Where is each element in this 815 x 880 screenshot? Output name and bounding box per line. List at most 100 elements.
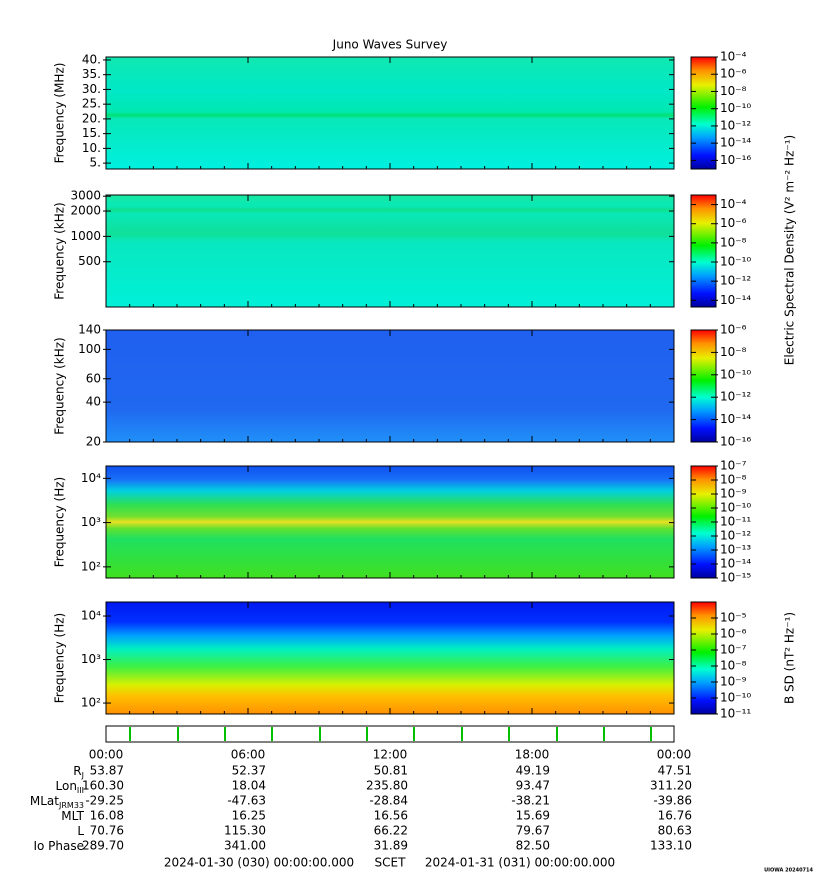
colorbar-frame	[690, 329, 717, 443]
colorbar-tick-label: 10⁻¹⁰	[720, 691, 751, 705]
colorbar	[691, 195, 716, 307]
colorbar-tick-label: 10⁻⁷	[720, 459, 747, 473]
time-label: 12:00	[373, 748, 408, 762]
ephemeris-value: 115.30	[224, 824, 266, 838]
colorbar-tick-label: 10⁻⁸	[720, 473, 747, 487]
y-tick-label: 10³	[81, 515, 101, 529]
ephemeris-value: -29.25	[85, 794, 124, 808]
orbit-strip	[105, 725, 675, 743]
y-axis-label: Frequency (kHz)	[53, 337, 67, 434]
colorbar-tick-label: 10⁻¹⁵	[720, 571, 751, 585]
colorbar-tick-label: 10⁻¹³	[720, 543, 751, 557]
colorbar	[691, 602, 716, 714]
colorbar-tick-label: 10⁻¹¹	[720, 515, 751, 529]
colorbar-tick-label: 10⁻⁷	[720, 643, 747, 657]
row-label-text: MLT	[61, 809, 84, 823]
ephemeris-value: 66.22	[374, 824, 408, 838]
y-tick-label: 500	[78, 254, 101, 268]
colorbar-tick-label: 10⁻¹²	[720, 390, 751, 404]
y-axis-label: Frequency (Hz)	[53, 613, 67, 704]
scet-start: 2024-01-30 (030) 00:00:00.000	[164, 856, 354, 870]
scet-label: SCET	[375, 856, 407, 870]
spectrogram	[106, 57, 674, 169]
ephemeris-value: 52.37	[232, 764, 266, 778]
colorbar-tick-label: 10⁻¹²	[720, 274, 751, 288]
colorbar-tick-label: 10⁻⁸	[720, 84, 747, 98]
ephemeris-value: 16.76	[658, 809, 692, 823]
ephemeris-value: 53.87	[90, 764, 124, 778]
ephemeris-value: -38.21	[511, 794, 550, 808]
time-label: 00:00	[657, 748, 692, 762]
row-label-sub: III	[77, 786, 84, 795]
ephemeris-value: 16.56	[374, 809, 408, 823]
ephemeris-value: -47.63	[227, 794, 266, 808]
row-label-text: Io Phase	[33, 839, 84, 853]
colorbar-tick-label: 10⁻¹⁶	[720, 435, 751, 449]
y-tick-label: 10.	[82, 141, 101, 155]
ephemeris-value: 160.30	[82, 779, 124, 793]
colorbar-tick-label: 10⁻⁶	[720, 627, 747, 641]
row-label: MLT	[61, 809, 84, 823]
y-tick-label: 10⁴	[81, 471, 101, 485]
ephemeris-value: 289.70	[82, 839, 124, 853]
y-tick-label: 140	[78, 323, 101, 337]
ephemeris-value: 133.10	[650, 839, 692, 853]
y-tick-label: 1000	[70, 229, 101, 243]
ephemeris-value: 70.76	[90, 824, 124, 838]
ephemeris-value: -39.86	[653, 794, 692, 808]
ephemeris-value: 18.04	[232, 779, 266, 793]
colorbar-tick-label: 10⁻¹⁶	[720, 153, 751, 167]
y-tick-label: 40	[86, 395, 101, 409]
colorbar-tick-label: 10⁻¹⁴	[720, 412, 751, 426]
colorbar-label: Electric Spectral Density (V² m⁻² Hz⁻¹)	[783, 135, 797, 365]
y-tick-label: 40.	[82, 52, 101, 66]
y-tick-label: 25.	[82, 97, 101, 111]
colorbar-frame	[690, 601, 717, 715]
colorbar-tick-label: 10⁻⁵	[720, 611, 747, 625]
y-axis-label: Frequency (MHz)	[53, 63, 67, 164]
ephemeris-value: 31.89	[374, 839, 408, 853]
scet-end: 2024-01-31 (031) 00:00:00.000	[425, 856, 615, 870]
colorbar-tick-label: 10⁻¹⁰	[720, 367, 751, 381]
y-tick-label: 10²	[81, 696, 101, 710]
colorbar-tick-label: 10⁻⁸	[720, 235, 747, 249]
colorbar-tick-label: 10⁻⁹	[720, 675, 747, 689]
row-label-sub: J	[81, 771, 84, 780]
row-label: L	[77, 824, 84, 838]
stamp: UIOWA 20240714	[764, 868, 813, 874]
y-tick-label: 2000	[70, 204, 101, 218]
colorbar	[691, 330, 716, 442]
y-axis-label: Frequency (kHz)	[53, 202, 67, 299]
colorbar-tick-label: 10⁻¹²	[720, 118, 751, 132]
y-tick-label: 15.	[82, 126, 101, 140]
row-label-sub: JRM33	[58, 801, 84, 810]
ephemeris-value: 49.19	[516, 764, 550, 778]
y-tick-label: 60	[86, 371, 101, 385]
title: Juno Waves Survey	[332, 38, 448, 52]
ephemeris-value: 82.50	[516, 839, 550, 853]
colorbar-tick-label: 10⁻¹⁰	[720, 101, 751, 115]
ephemeris-value: 79.67	[516, 824, 550, 838]
time-label: 18:00	[515, 748, 550, 762]
colorbar-tick-label: 10⁻⁶	[720, 323, 747, 337]
y-tick-label: 35.	[82, 67, 101, 81]
colorbar-tick-label: 10⁻⁹	[720, 487, 747, 501]
row-label: RJ	[73, 764, 84, 780]
colorbar-tick-label: 10⁻⁸	[720, 345, 747, 359]
y-tick-label: 20.	[82, 111, 101, 125]
colorbar-tick-label: 10⁻⁸	[720, 659, 747, 673]
y-tick-label: 10²	[81, 559, 101, 573]
colorbar-tick-label: 10⁻¹⁴	[720, 136, 751, 150]
spectrogram	[106, 466, 674, 578]
row-label: LonIII	[56, 779, 85, 795]
spectrogram	[106, 602, 674, 714]
y-tick-label: 10³	[81, 652, 101, 666]
colorbar-tick-label: 10⁻⁴	[720, 50, 747, 64]
row-label-text: L	[77, 824, 84, 838]
row-label-text: MLat	[30, 794, 59, 808]
colorbar-tick-label: 10⁻¹⁴	[720, 557, 751, 571]
ephemeris-value: 16.25	[232, 809, 266, 823]
time-label: 00:00	[89, 748, 124, 762]
colorbar-tick-label: 10⁻¹⁰	[720, 255, 751, 269]
